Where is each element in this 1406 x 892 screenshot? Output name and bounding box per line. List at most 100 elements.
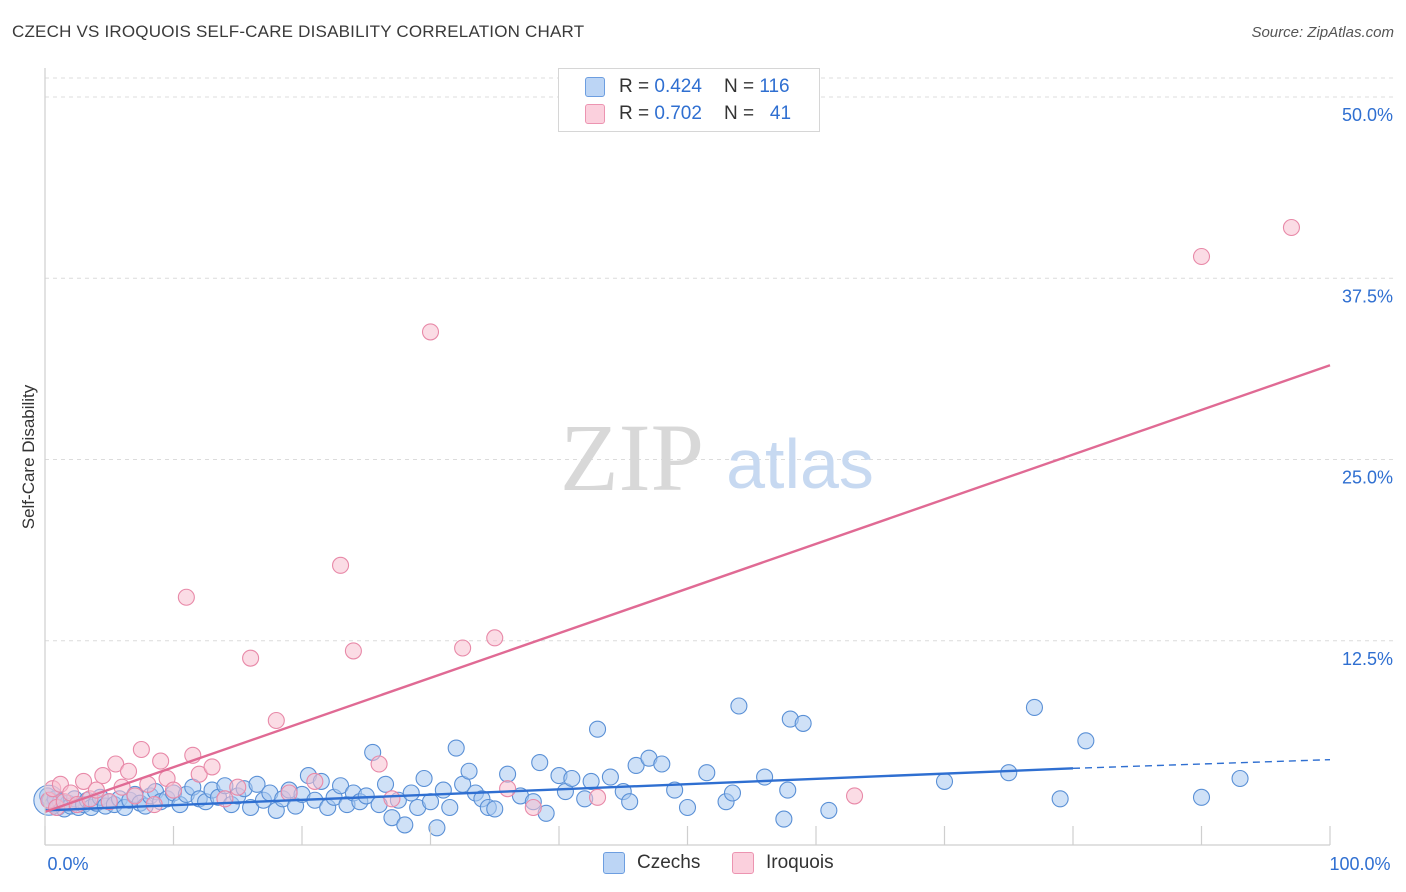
czechs-n-value: 116 [759,76,790,97]
czech-point [421,793,440,811]
czech-point [698,764,716,782]
y-axis-label: Self-Care Disability [19,384,38,529]
iroquois-r-value: 0.702 [654,103,702,124]
iroquois-point [107,755,125,773]
y-tick-label: 12.5% [1342,649,1393,669]
iroquois-point [242,649,260,667]
czech-point [460,762,478,780]
czech-point [588,720,607,738]
iroquois-swatch [585,104,605,124]
czechs-swatch [585,77,605,97]
iroquois-point [75,772,93,790]
trend-lines [44,364,1331,813]
czech-point [678,798,697,817]
czech-point [396,816,414,834]
czech-point [434,781,452,799]
iroquois-point [280,784,298,802]
iroquois-point [383,790,401,808]
czech-point [582,772,600,790]
iroquois-point [499,780,517,798]
czech-point [1000,764,1018,782]
czech-point [935,772,954,790]
czech-point [441,798,459,817]
iroquois-point [94,767,112,785]
y-tick-label: 50.0% [1342,105,1393,125]
czech-point [1231,769,1249,788]
iroquois-point [119,762,138,780]
x-tick-label: 0.0% [47,854,88,874]
czechs-legend-label: Czechs [637,852,701,873]
source-label: Source: ZipAtlas.com [1251,24,1394,41]
czech-point [331,777,350,795]
iroquois-point [267,711,285,730]
czech-point [376,775,395,793]
czech-point [486,800,504,818]
iroquois-point [370,755,388,773]
czech-point [779,781,797,799]
czech-point [666,781,684,799]
czech-point [1192,788,1211,806]
bottom-legend-czechs: Czechs [603,852,700,874]
iroquois-point [132,740,150,759]
czech-point [775,810,793,828]
czech-point [730,697,748,715]
iroquois-point [1282,218,1300,237]
iroquois-point [164,781,183,799]
czech-point [531,753,549,772]
czech-point [621,793,639,811]
axes: 12.5% 25.0% 37.5% 50.0% 0.0% 100.0% [44,68,1393,874]
iroquois-point [454,639,472,657]
iroquois-n-label: N = [723,103,755,124]
czech-point [1025,698,1043,717]
iroquois-n-value: 41 [769,103,792,124]
grid-lines [45,77,1395,642]
watermark-atlas: atlas [726,425,874,503]
czechs-legend-swatch [603,852,625,874]
czech-point [601,768,619,786]
iroquois-legend-label: Iroquois [766,852,834,873]
czech-point [723,784,742,802]
czech-trend-extension [1072,758,1331,770]
iroquois-r-label: R = [619,103,650,124]
legend-box: R = 0.424 N = 116 R = 0.702 N = 41 [558,68,820,132]
czech-point [383,809,401,827]
czech-point [794,714,812,732]
iroquois-point [126,787,144,805]
iroquois-point [344,642,362,660]
iroquois-point [331,556,350,574]
iroquois-point [229,778,247,796]
iroquois-point [1192,247,1211,266]
czech-point [415,769,433,788]
czech-point [1077,732,1095,750]
iroquois-point [203,758,221,776]
czech-point [402,784,420,802]
bottom-legend-iroquois: Iroquois [732,852,834,874]
iroquois-point [524,798,542,817]
czech-point [428,819,446,837]
czech-point [447,739,465,757]
czechs-r-label: R = [619,76,650,97]
iroquois-points [40,218,1300,817]
iroquois-point [845,787,864,805]
iroquois-point [421,323,440,341]
y-tick-label: 25.0% [1342,468,1393,488]
iroquois-point [152,752,170,770]
y-tick-label: 37.5% [1342,286,1393,306]
czech-point [1051,790,1069,808]
czech-point [242,798,260,817]
czech-point [820,801,838,819]
watermark-zip: ZIP [560,404,704,511]
legend-row-iroquois: R = 0.702 N = 41 [585,102,791,126]
iroquois-point [588,788,607,806]
czech-point [563,769,581,788]
iroquois-point [486,629,504,647]
iroquois-point [177,588,195,606]
czech-point [627,756,645,775]
legend-row-czechs: R = 0.424 N = 116 [585,75,790,99]
x-tick-label: 100.0% [1329,854,1390,874]
iroquois-point [190,765,208,783]
czech-point [756,768,774,786]
iroquois-point [306,772,324,790]
czechs-n-label: N = [723,76,755,97]
